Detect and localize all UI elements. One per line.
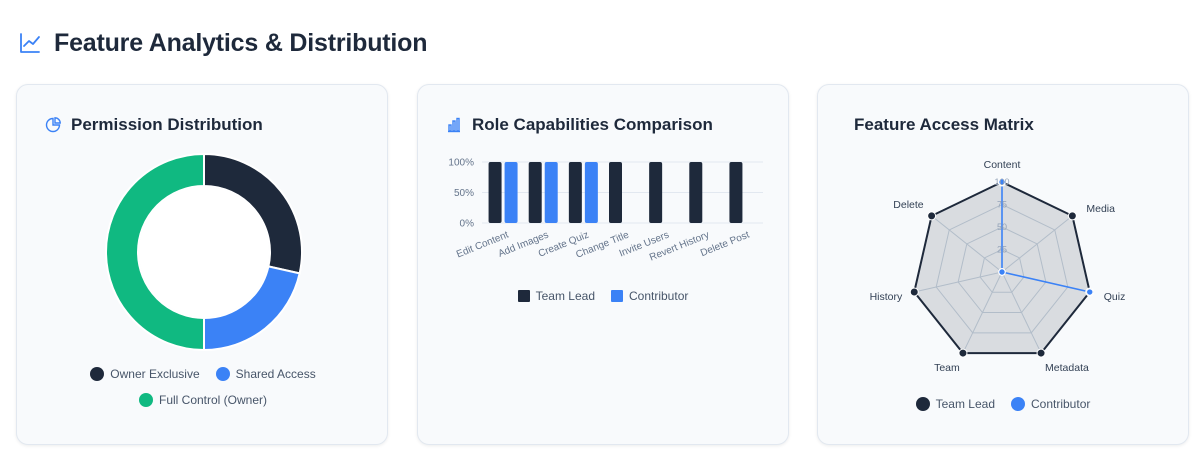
roles-title: Role Capabilities Comparison — [472, 115, 713, 134]
permission-distribution-card: Permission Distribution Owner Exclusive S… — [16, 84, 388, 445]
page-title: Feature Analytics & Distribution — [54, 28, 428, 57]
bar-team-lead[interactable] — [689, 162, 703, 223]
feature-matrix-card: Feature Access Matrix 25 50 75 100 Content Me… — [817, 84, 1189, 445]
legend-label: Contributor — [629, 289, 689, 303]
pie-chart-icon — [45, 117, 61, 133]
card-title: Permission Distribution — [45, 113, 263, 137]
legend-item[interactable]: Full Control (Owner) — [138, 393, 268, 407]
bar-team-lead[interactable] — [609, 162, 622, 223]
radar-point-contributor[interactable] — [998, 268, 1006, 276]
legend-label: Team Lead — [935, 397, 995, 411]
radar-grid-ring — [935, 203, 1069, 334]
permission-doughnut-chart — [105, 152, 303, 352]
radar-tick-label: 100 — [994, 177, 1009, 187]
legend-item[interactable]: Team Lead — [915, 397, 995, 411]
bar-team-lead[interactable] — [528, 162, 542, 223]
bar-team-lead[interactable] — [488, 162, 502, 223]
bar-contributor[interactable] — [544, 162, 558, 223]
legend-label: Team Lead — [535, 289, 595, 303]
radar-axis-label: Content — [984, 159, 1021, 171]
bar-team-lead[interactable] — [568, 162, 582, 223]
radar-tick-label: 75 — [997, 200, 1007, 210]
role-capabilities-card: Role Capabilities Comparison 0% 50% 100% Ed… — [417, 84, 789, 445]
radar-grid-ring — [957, 226, 1047, 314]
radar-axis-label: History — [870, 291, 903, 303]
radar-point-team-lead[interactable] — [958, 348, 968, 358]
radar-point-team-lead[interactable] — [1067, 211, 1077, 221]
permission-title: Permission Distribution — [71, 115, 263, 134]
radar-spoke — [1001, 215, 1073, 273]
radar-spoke — [962, 271, 1003, 354]
matrix-legend: Team Lead Contributor — [818, 397, 1188, 411]
y-tick-label: 100% — [448, 158, 474, 169]
matrix-title: Feature Access Matrix — [854, 115, 1034, 134]
legend-swatch — [915, 397, 930, 411]
card-title: Role Capabilities Comparison — [446, 113, 713, 137]
radar-spoke — [931, 215, 1003, 273]
pie-slice-full-control-owner[interactable] — [105, 152, 205, 352]
legend-item[interactable]: Contributor — [611, 289, 688, 303]
radar-tick-label: 50 — [997, 222, 1007, 232]
radar-axis-label: Quiz — [1104, 291, 1126, 303]
radar-axis-label: Media — [1086, 203, 1115, 215]
legend-label: Contributor — [1031, 397, 1091, 411]
bar-team-lead[interactable] — [729, 162, 743, 223]
radar-point-team-lead[interactable] — [909, 287, 919, 297]
legend-item[interactable]: Owner Exclusive — [90, 367, 200, 381]
bar-chart-icon — [448, 117, 460, 133]
radar-axis-label: Delete — [893, 199, 924, 211]
y-tick-label: 50% — [454, 188, 474, 199]
radar-axis-label: Metadata — [1045, 362, 1089, 374]
legend-label: Shared Access — [235, 367, 316, 381]
bar-contributor[interactable] — [504, 162, 518, 223]
legend-swatch — [611, 290, 623, 302]
page-header: Feature Analytics & Distribution — [18, 26, 427, 60]
legend-swatch — [215, 367, 230, 381]
legend-swatch — [517, 290, 530, 302]
radar-point-team-lead[interactable] — [1036, 348, 1046, 358]
bar-contributor[interactable] — [584, 162, 598, 223]
doughnut-hole — [139, 187, 269, 317]
legend-label: Owner Exclusive — [110, 367, 200, 381]
roles-legend: Team Lead Contributor — [418, 289, 788, 303]
bar-team-lead[interactable] — [649, 162, 663, 223]
legend-item[interactable]: Team Lead — [517, 289, 595, 303]
radar-point-team-lead[interactable] — [927, 211, 937, 221]
radar-spoke — [914, 271, 1003, 293]
radar-point-contributor[interactable] — [998, 178, 1006, 186]
legend-label: Full Control (Owner) — [158, 393, 268, 407]
radar-point-contributor[interactable] — [1086, 288, 1094, 296]
legend-swatch — [90, 367, 105, 381]
card-title: Feature Access Matrix — [854, 113, 1034, 137]
radar-spoke — [1001, 271, 1042, 354]
permission-legend: Owner Exclusive Shared Access Full Control… — [17, 367, 389, 407]
legend-swatch — [138, 393, 153, 407]
radar-tick-label: 25 — [997, 245, 1007, 255]
radar-grid-ring — [979, 248, 1025, 293]
y-tick-label: 0% — [460, 219, 475, 230]
legend-swatch — [1011, 397, 1025, 411]
line-chart-icon — [20, 33, 40, 53]
radar-axis-label: Team — [934, 362, 960, 374]
legend-item[interactable]: Contributor — [1011, 397, 1090, 411]
feature-radar-chart: 25 50 75 100 Content Media Quiz Metadata Team His… — [870, 159, 1126, 374]
legend-item[interactable]: Shared Access — [215, 367, 316, 381]
